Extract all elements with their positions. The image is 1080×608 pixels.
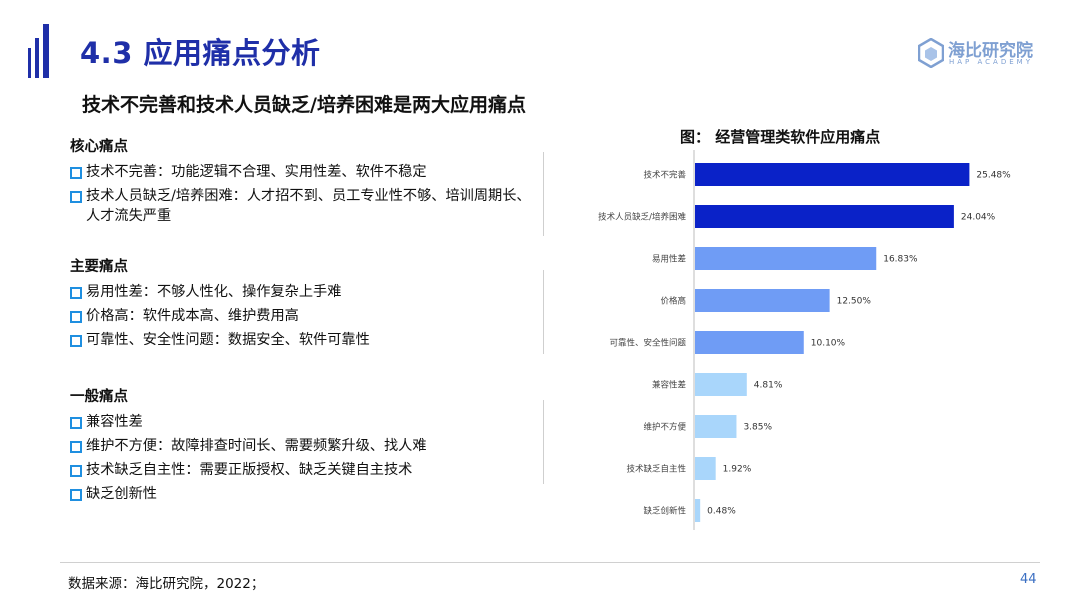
decor-bar-2 xyxy=(35,38,39,78)
list-item: 技术人员缺乏/培养困难：人才招不到、员工专业性不够、培训周期长、人才流失严重 xyxy=(70,186,540,226)
chart-title: 图： 经营管理类软件应用痛点 xyxy=(680,128,881,146)
data-label: 10.10% xyxy=(811,339,846,349)
divider xyxy=(543,270,544,354)
bar xyxy=(695,415,737,438)
divider xyxy=(543,400,544,484)
page-title: 4.3 应用痛点分析 xyxy=(80,36,321,70)
section-heading: 主要痛点 xyxy=(70,259,128,275)
checkbox-icon xyxy=(70,335,82,347)
bar xyxy=(695,163,970,186)
list-item-text: 技术不完善：功能逻辑不合理、实用性差、软件不稳定 xyxy=(86,164,427,180)
section-core: 核心痛点 技术不完善：功能逻辑不合理、实用性差、软件不稳定 技术人员缺乏/培养困… xyxy=(70,135,540,230)
checkbox-icon xyxy=(70,441,82,453)
section-heading: 一般痛点 xyxy=(70,389,128,405)
page-subtitle: 技术不完善和技术人员缺乏/培养困难是两大应用痛点 xyxy=(82,94,526,116)
section-heading: 核心痛点 xyxy=(70,139,128,155)
section-general: 一般痛点 兼容性差 维护不方便：故障排查时间长、需要频繁升级、找人难 技术缺乏自… xyxy=(70,385,540,508)
category-label: 缺乏创新性 xyxy=(643,506,686,517)
bar xyxy=(695,373,747,396)
data-label: 1.92% xyxy=(723,465,752,475)
checkbox-icon xyxy=(70,417,82,429)
category-label: 技术缺乏自主性 xyxy=(626,464,686,475)
logo-subtext: HAP ACADEMY xyxy=(949,58,1033,66)
checkbox-icon xyxy=(70,167,82,179)
list-item-text: 技术人员缺乏/培养困难：人才招不到、员工专业性不够、培训周期长、人才流失严重 xyxy=(86,188,531,224)
category-label: 兼容性差 xyxy=(652,380,686,391)
decor-bar-1 xyxy=(28,48,31,78)
bar xyxy=(695,205,954,228)
checkbox-icon xyxy=(70,489,82,501)
bar xyxy=(695,247,877,270)
list-item: 维护不方便：故障排查时间长、需要频繁升级、找人难 xyxy=(70,436,540,456)
list-item-text: 价格高：软件成本高、维护费用高 xyxy=(86,308,299,324)
bar xyxy=(695,457,716,480)
list-item: 兼容性差 xyxy=(70,412,540,432)
bar-chart: 技术不完善 25.48% 技术人员缺乏/培养困难 24.04% 易用性差 16.83% 价格… xyxy=(598,150,1011,530)
category-label: 可靠性、安全性问题 xyxy=(609,338,686,349)
list-item: 技术缺乏自主性：需要正版授权、缺乏关键自主技术 xyxy=(70,460,540,480)
category-label: 维护不方便 xyxy=(643,422,686,433)
checkbox-icon xyxy=(70,465,82,477)
category-label: 价格高 xyxy=(660,296,686,307)
list-item: 可靠性、安全性问题：数据安全、软件可靠性 xyxy=(70,330,540,350)
list-item: 价格高：软件成本高、维护费用高 xyxy=(70,306,540,326)
data-label: 0.48% xyxy=(707,507,736,517)
list-item-text: 兼容性差 xyxy=(86,414,143,430)
data-label: 12.50% xyxy=(837,297,872,307)
footer-divider xyxy=(60,562,1040,563)
checkbox-icon xyxy=(70,311,82,323)
list-item-text: 易用性差：不够人性化、操作复杂上手难 xyxy=(86,284,342,300)
list-item-text: 可靠性、安全性问题：数据安全、软件可靠性 xyxy=(86,332,370,348)
page-number: 44 xyxy=(1020,572,1037,587)
data-label: 3.85% xyxy=(743,423,772,433)
decor-bar-3 xyxy=(43,24,49,78)
list-item: 易用性差：不够人性化、操作复杂上手难 xyxy=(70,282,540,302)
data-label: 24.04% xyxy=(961,213,996,223)
list-item-text: 维护不方便：故障排查时间长、需要频繁升级、找人难 xyxy=(86,438,427,454)
source-note: 数据来源：海比研究院，2022； xyxy=(68,576,265,592)
divider xyxy=(543,152,544,236)
logo-text: 海比研究院 xyxy=(948,41,1033,61)
bar xyxy=(695,331,804,354)
list-item-text: 缺乏创新性 xyxy=(86,486,157,502)
category-label: 易用性差 xyxy=(652,254,686,265)
bar xyxy=(695,499,701,522)
checkbox-icon xyxy=(70,287,82,299)
section-main: 主要痛点 易用性差：不够人性化、操作复杂上手难 价格高：软件成本高、维护费用高 … xyxy=(70,255,540,354)
category-label: 技术人员缺乏/培养困难 xyxy=(598,212,686,223)
checkbox-icon xyxy=(70,191,82,203)
data-label: 4.81% xyxy=(754,381,783,391)
bar xyxy=(695,289,830,312)
list-item-text: 技术缺乏自主性：需要正版授权、缺乏关键自主技术 xyxy=(86,462,413,478)
data-label: 25.48% xyxy=(976,171,1011,181)
logo: 海比研究院 HAP ACADEMY xyxy=(918,36,1048,70)
data-label: 16.83% xyxy=(883,255,918,265)
hap-logo-icon xyxy=(918,38,944,68)
list-item: 技术不完善：功能逻辑不合理、实用性差、软件不稳定 xyxy=(70,162,540,182)
list-item: 缺乏创新性 xyxy=(70,484,540,504)
category-label: 技术不完善 xyxy=(643,170,686,181)
